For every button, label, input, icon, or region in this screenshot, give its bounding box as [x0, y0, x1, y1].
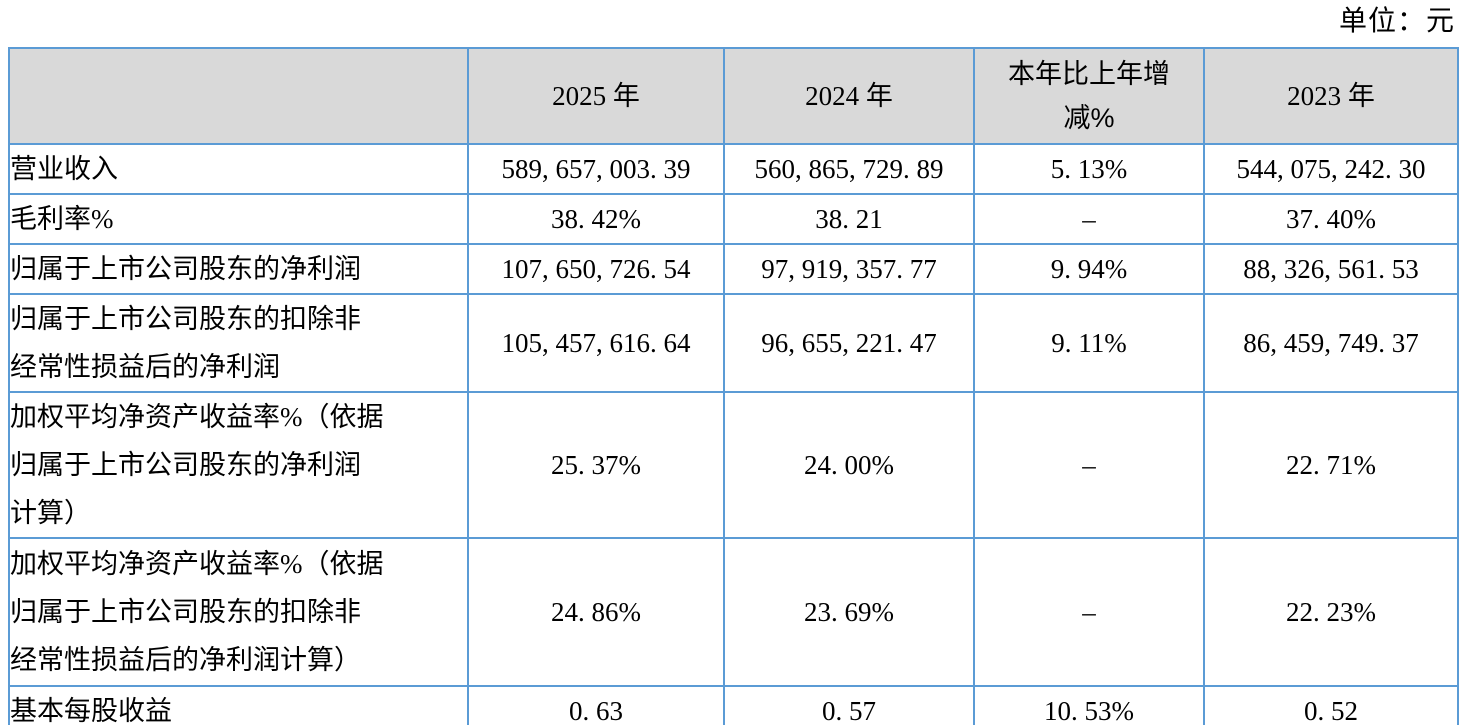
cell-2024: 0. 57	[723, 685, 975, 725]
header-cell-2025: 2025 年	[467, 47, 725, 145]
cell-yoy-change: –	[973, 391, 1205, 539]
cell-2025: 107, 650, 726. 54	[467, 243, 725, 295]
cell-2023: 88, 326, 561. 53	[1203, 243, 1459, 295]
row-label: 毛利率%	[8, 193, 469, 245]
cell-2023: 0. 52	[1203, 685, 1459, 725]
cell-yoy-change: –	[973, 193, 1205, 245]
header-cell-2024: 2024 年	[723, 47, 975, 145]
cell-yoy-change: 10. 53%	[973, 685, 1205, 725]
table-row-basic-eps: 基本每股收益 0. 63 0. 57 10. 53% 0. 52	[8, 685, 1459, 725]
cell-2025: 38. 42%	[467, 193, 725, 245]
row-label: 归属于上市公司股东的净利润	[8, 243, 469, 295]
table-row-net-profit-deducted: 归属于上市公司股东的扣除非 经常性损益后的净利润 105, 457, 616. …	[8, 293, 1459, 393]
cell-2024: 560, 865, 729. 89	[723, 143, 975, 195]
cell-2024: 23. 69%	[723, 537, 975, 687]
header-cell-2023: 2023 年	[1203, 47, 1459, 145]
table-row-revenue: 营业收入 589, 657, 003. 39 560, 865, 729. 89…	[8, 143, 1459, 195]
cell-2023: 86, 459, 749. 37	[1203, 293, 1459, 393]
row-label: 基本每股收益	[8, 685, 469, 725]
cell-2025: 0. 63	[467, 685, 725, 725]
cell-2025: 589, 657, 003. 39	[467, 143, 725, 195]
cell-2024: 97, 919, 357. 77	[723, 243, 975, 295]
table-header: 2025 年 2024 年 本年比上年增 减% 2023 年	[8, 47, 1459, 145]
cell-yoy-change: 9. 11%	[973, 293, 1205, 393]
table-row-gross-margin: 毛利率% 38. 42% 38. 21 – 37. 40%	[8, 193, 1459, 245]
header-cell-empty	[8, 47, 469, 145]
cell-2023: 22. 23%	[1203, 537, 1459, 687]
cell-2025: 105, 457, 616. 64	[467, 293, 725, 393]
row-label: 加权平均净资产收益率%（依据 归属于上市公司股东的净利润 计算）	[8, 391, 469, 539]
row-label: 加权平均净资产收益率%（依据 归属于上市公司股东的扣除非 经常性损益后的净利润计…	[8, 537, 469, 687]
table-row-weighted-roe: 加权平均净资产收益率%（依据 归属于上市公司股东的净利润 计算） 25. 37%…	[8, 391, 1459, 539]
table-row-net-profit: 归属于上市公司股东的净利润 107, 650, 726. 54 97, 919,…	[8, 243, 1459, 295]
row-label: 归属于上市公司股东的扣除非 经常性损益后的净利润	[8, 293, 469, 393]
financial-summary-table: 2025 年 2024 年 本年比上年增 减% 2023 年 营业收入 589,…	[8, 47, 1459, 725]
cell-2024: 38. 21	[723, 193, 975, 245]
cell-yoy-change: 5. 13%	[973, 143, 1205, 195]
header-row: 2025 年 2024 年 本年比上年增 减% 2023 年	[8, 47, 1459, 145]
header-cell-yoy-change: 本年比上年增 减%	[973, 47, 1205, 145]
cell-2023: 37. 40%	[1203, 193, 1459, 245]
unit-label: 单位：元	[1338, 6, 1455, 37]
cell-2024: 24. 00%	[723, 391, 975, 539]
table-row-weighted-roe-deducted: 加权平均净资产收益率%（依据 归属于上市公司股东的扣除非 经常性损益后的净利润计…	[8, 537, 1459, 687]
row-label: 营业收入	[8, 143, 469, 195]
cell-2023: 22. 71%	[1203, 391, 1459, 539]
cell-2024: 96, 655, 221. 47	[723, 293, 975, 393]
cell-yoy-change: 9. 94%	[973, 243, 1205, 295]
table-body: 营业收入 589, 657, 003. 39 560, 865, 729. 89…	[8, 143, 1459, 725]
cell-2025: 25. 37%	[467, 391, 725, 539]
cell-yoy-change: –	[973, 537, 1205, 687]
cell-2025: 24. 86%	[467, 537, 725, 687]
cell-2023: 544, 075, 242. 30	[1203, 143, 1459, 195]
